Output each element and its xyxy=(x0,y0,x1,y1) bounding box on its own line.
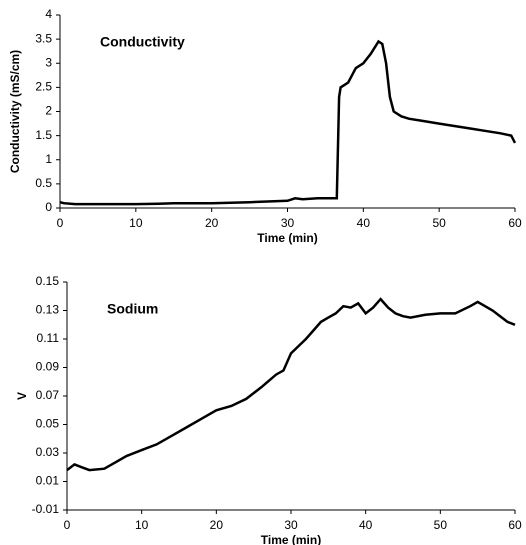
y-tick-label: 3.5 xyxy=(35,31,52,45)
y-tick-label: 0.05 xyxy=(36,417,60,431)
x-tick-label: 50 xyxy=(432,216,446,230)
y-tick-label: 0.11 xyxy=(37,331,60,345)
y-axis-label: V xyxy=(15,392,29,400)
x-tick-label: 30 xyxy=(284,518,298,532)
x-tick-label: 20 xyxy=(210,518,224,532)
y-tick-label: 0 xyxy=(45,200,52,214)
data-line xyxy=(66,297,516,472)
y-tick-label: 0.07 xyxy=(36,388,60,402)
x-tick-label: 20 xyxy=(205,216,219,230)
y-tick-label: 0.09 xyxy=(36,360,60,374)
annotation: Sodium xyxy=(107,301,158,317)
x-tick-label: 0 xyxy=(57,216,64,230)
x-tick-label: 50 xyxy=(434,518,448,532)
x-axis-label: Time (min) xyxy=(261,533,321,545)
y-tick-label: 1 xyxy=(45,152,52,166)
data-line xyxy=(59,39,517,206)
x-tick-label: 60 xyxy=(508,216,522,230)
x-tick-label: 60 xyxy=(508,518,522,532)
y-tick-label: 0.13 xyxy=(36,303,60,317)
y-tick-label: 0.03 xyxy=(36,445,60,459)
x-tick-label: 40 xyxy=(359,518,373,532)
y-tick-label: 0.15 xyxy=(36,274,60,288)
y-tick-label: 2 xyxy=(45,104,52,118)
x-tick-label: 30 xyxy=(281,216,295,230)
x-tick-label: 40 xyxy=(357,216,371,230)
y-tick-label: 2.5 xyxy=(35,80,52,94)
y-tick-label: 0.5 xyxy=(35,176,52,190)
y-tick-label: 1.5 xyxy=(35,128,52,142)
annotation: Conductivity xyxy=(100,34,185,50)
x-axis-label: Time (min) xyxy=(257,231,317,245)
y-tick-label: -0.01 xyxy=(32,502,60,516)
x-tick-label: 10 xyxy=(135,518,149,532)
x-tick-label: 10 xyxy=(129,216,143,230)
y-tick-label: 3 xyxy=(45,55,52,69)
y-tick-label: 4 xyxy=(45,7,52,21)
y-axis-label: Conductivity (mS/cm) xyxy=(8,50,22,173)
x-tick-label: 0 xyxy=(64,518,71,532)
y-tick-label: 0.01 xyxy=(36,474,60,488)
